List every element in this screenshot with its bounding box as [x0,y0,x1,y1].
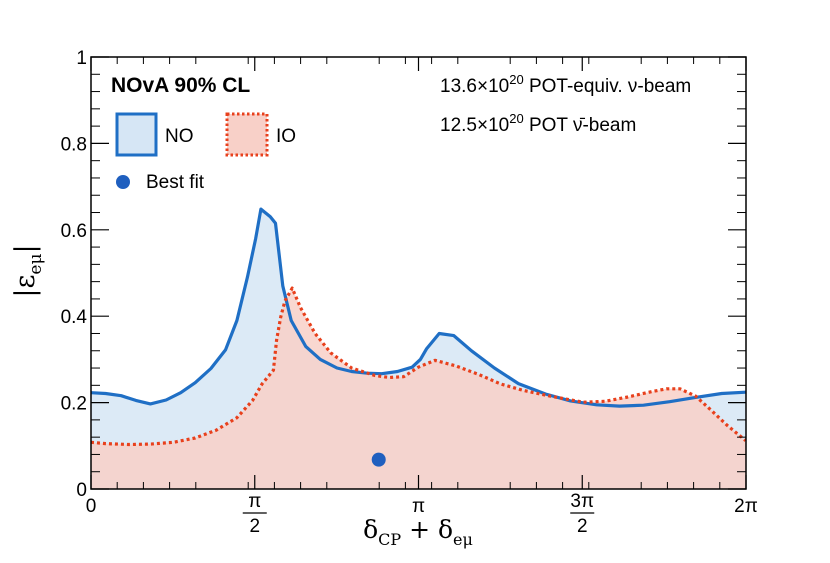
legend-swatch-no [115,112,158,157]
y-tick-label: 0.8 [61,134,87,155]
series-line-no [91,207,746,408]
legend: NO IO Best fit [115,112,296,193]
x-tick-label: 0 [86,496,97,517]
x-tick-label: 2π [734,496,758,517]
legend-swatch-io [225,112,269,157]
y-tick-label: 0.6 [61,221,87,242]
x-tick-label: π [412,496,425,517]
chart-title: NOvA 90% CL [111,74,250,97]
y-axis-title: |εeμ| [10,244,46,297]
marker-layer [371,452,386,467]
annotation-nu-beam: 13.6×1020 POT-equiv. ν-beam [440,72,691,97]
legend-marker-best-fit [116,175,130,189]
y-tick-label: 0.4 [61,307,88,328]
series-line-io [91,286,746,447]
series-lines [91,207,746,447]
series-fill-io [91,288,746,489]
x-tick-label-fraction: π2 [242,491,267,537]
x-tick-label-fraction: 3π2 [570,491,595,537]
y-tick-labels: 0 0.2 0.4 0.6 0.8 1 [61,48,88,501]
annotation-antinu-beam: 12.5×1020 POT ν̄-beam [440,111,636,136]
x-tick-denominator: 2 [249,516,260,537]
legend-label-io: IO [276,126,296,147]
series-fills [91,209,746,489]
y-tick-label: 0 [76,480,87,501]
x-tick-numerator: 3π [570,491,594,512]
axis-ticks [90,56,747,490]
best-fit-marker [371,452,386,467]
plot-area [91,207,746,489]
y-tick-label: 1 [76,48,87,69]
y-tick-label: 0.2 [61,394,87,415]
legend-label-no: NO [165,126,194,147]
legend-label-best-fit: Best fit [146,172,205,193]
x-tick-numerator: π [248,491,261,512]
x-tick-denominator: 2 [577,516,588,537]
x-axis-title: δCP + δeμ [363,515,473,549]
